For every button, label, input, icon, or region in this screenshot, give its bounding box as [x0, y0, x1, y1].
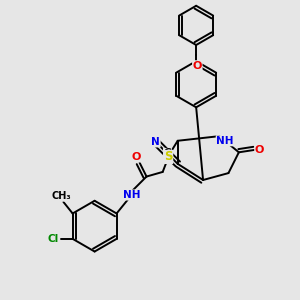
- Text: O: O: [131, 152, 141, 162]
- Text: NH: NH: [123, 190, 140, 200]
- Text: N: N: [152, 137, 160, 147]
- Text: C: C: [164, 148, 171, 158]
- Text: Cl: Cl: [47, 234, 58, 244]
- Text: O: O: [255, 145, 264, 155]
- Text: S: S: [164, 150, 173, 164]
- Text: CH₃: CH₃: [51, 191, 71, 201]
- Text: NH: NH: [216, 136, 234, 146]
- Text: O: O: [193, 61, 202, 71]
